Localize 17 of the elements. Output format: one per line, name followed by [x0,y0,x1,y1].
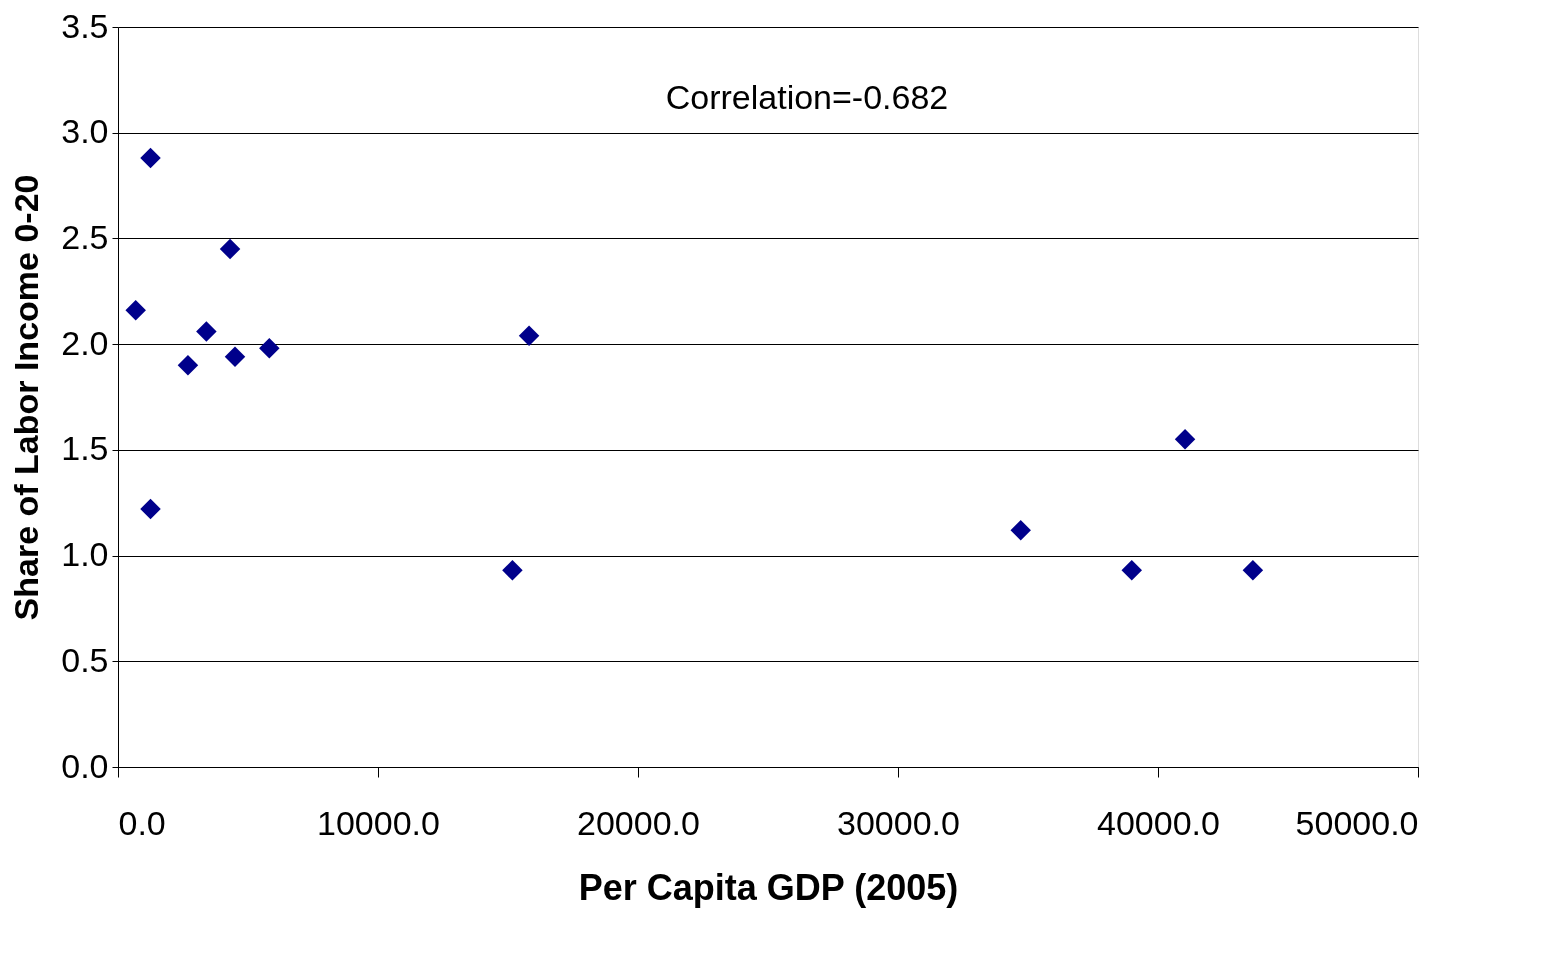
y-tick-label: 0.0 [61,746,109,785]
annotation: Correlation=-0.682 [665,78,949,116]
y-tick-label: 3.5 [61,6,109,45]
x-axis-title: Per Capita GDP (2005) [578,866,959,908]
y-axis-title: Share of Labor Income 0-20 [7,174,46,621]
x-tick-label: 0.0 [118,803,166,842]
y-tick-label: 2.0 [61,323,109,362]
y-tick-label: 2.5 [61,217,109,256]
x-tick-label: 50000.0 [1295,803,1419,842]
y-tick-label: 3.0 [61,112,109,151]
x-tick-label: 10000.0 [317,803,440,842]
x-tick-label: 40000.0 [1097,803,1220,842]
y-tick-label: 1.5 [61,429,109,468]
x-tick-label: 30000.0 [837,803,960,842]
x-tick-label: 20000.0 [577,803,700,842]
y-tick-label: 1.0 [61,535,109,574]
y-tick-label: 0.5 [61,640,109,679]
